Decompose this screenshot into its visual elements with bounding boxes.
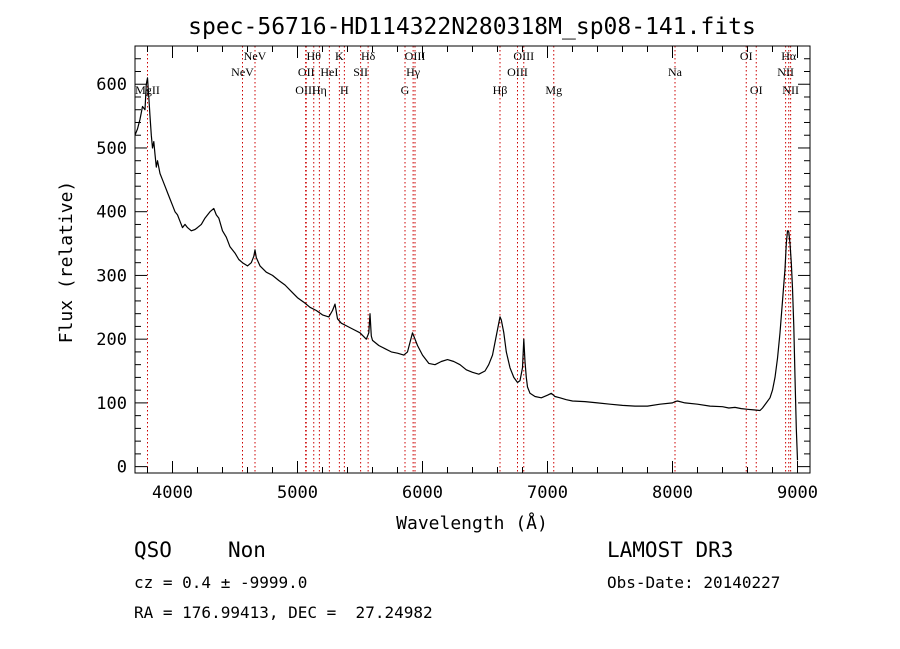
- y-axis-label: Flux (relative): [56, 181, 77, 344]
- y-tick-label: 500: [96, 139, 127, 159]
- object-class: QSO: [134, 538, 172, 562]
- line-label: SII: [353, 65, 368, 79]
- axis-ticks: 4000 5000 6000 7000 8000 9000 0 100 200 300 400 500…: [96, 46, 818, 503]
- line-label: G: [401, 83, 410, 97]
- line-label: OIII: [513, 49, 534, 63]
- emission-line-markers: MgII NeV NeV OII OIII Hθ Hη HeI K H SII Hδ OIII Hγ G Hβ…: [135, 46, 799, 473]
- y-tick-label: 0: [117, 458, 127, 478]
- line-label: Hδ: [361, 49, 376, 63]
- line-label: OIII: [507, 65, 528, 79]
- line-label: HeI: [320, 65, 338, 79]
- ra-dec: RA = 176.99413, DEC = 27.24982: [134, 603, 433, 622]
- y-tick-label: 400: [96, 203, 127, 223]
- y-tick-label: 200: [96, 330, 127, 350]
- line-label: H: [340, 83, 349, 97]
- line-label: NII: [777, 65, 794, 79]
- line-label: K: [335, 49, 344, 63]
- survey-name: LAMOST DR3: [607, 538, 734, 562]
- line-label: Hθ: [307, 49, 322, 63]
- line-label: Hβ: [493, 83, 508, 97]
- x-tick-label: 9000: [777, 483, 818, 503]
- spectrum-line: [134, 77, 799, 461]
- line-label: Hη: [312, 83, 327, 97]
- x-axis-label: Wavelength (Å): [396, 512, 548, 534]
- chart-title: spec-56716-HD114322N280318M_sp08-141.fit…: [188, 14, 756, 40]
- line-label: OIII: [405, 49, 426, 63]
- line-label: Hγ: [406, 65, 421, 79]
- plot-frame: [134, 45, 811, 474]
- line-label: NII: [782, 83, 799, 97]
- line-label: OI: [750, 83, 763, 97]
- redshift-cz: cz = 0.4 ± -9999.0: [134, 573, 308, 592]
- x-tick-label: 7000: [527, 483, 568, 503]
- y-tick-label: 100: [96, 394, 127, 414]
- line-label: OI: [740, 49, 753, 63]
- obs-date: Obs-Date: 20140227: [607, 573, 781, 592]
- line-label: MgII: [135, 83, 160, 97]
- line-label: OII: [298, 65, 315, 79]
- line-label: OIII: [295, 83, 316, 97]
- x-tick-label: 8000: [652, 483, 693, 503]
- line-label: Mg: [545, 83, 562, 97]
- line-label: NeV: [231, 65, 254, 79]
- spectrum-series: [134, 77, 799, 461]
- y-tick-label: 300: [96, 266, 127, 286]
- x-tick-label: 6000: [402, 483, 443, 503]
- line-label: Hα: [781, 49, 797, 63]
- line-label: NeV: [244, 49, 267, 63]
- line-label: Na: [668, 65, 683, 79]
- object-subclass: Non: [228, 538, 266, 562]
- y-tick-label: 600: [96, 75, 127, 95]
- x-tick-label: 4000: [152, 483, 193, 503]
- x-tick-label: 5000: [277, 483, 318, 503]
- spectrum-chart: spec-56716-HD114322N280318M_sp08-141.fit…: [56, 14, 818, 534]
